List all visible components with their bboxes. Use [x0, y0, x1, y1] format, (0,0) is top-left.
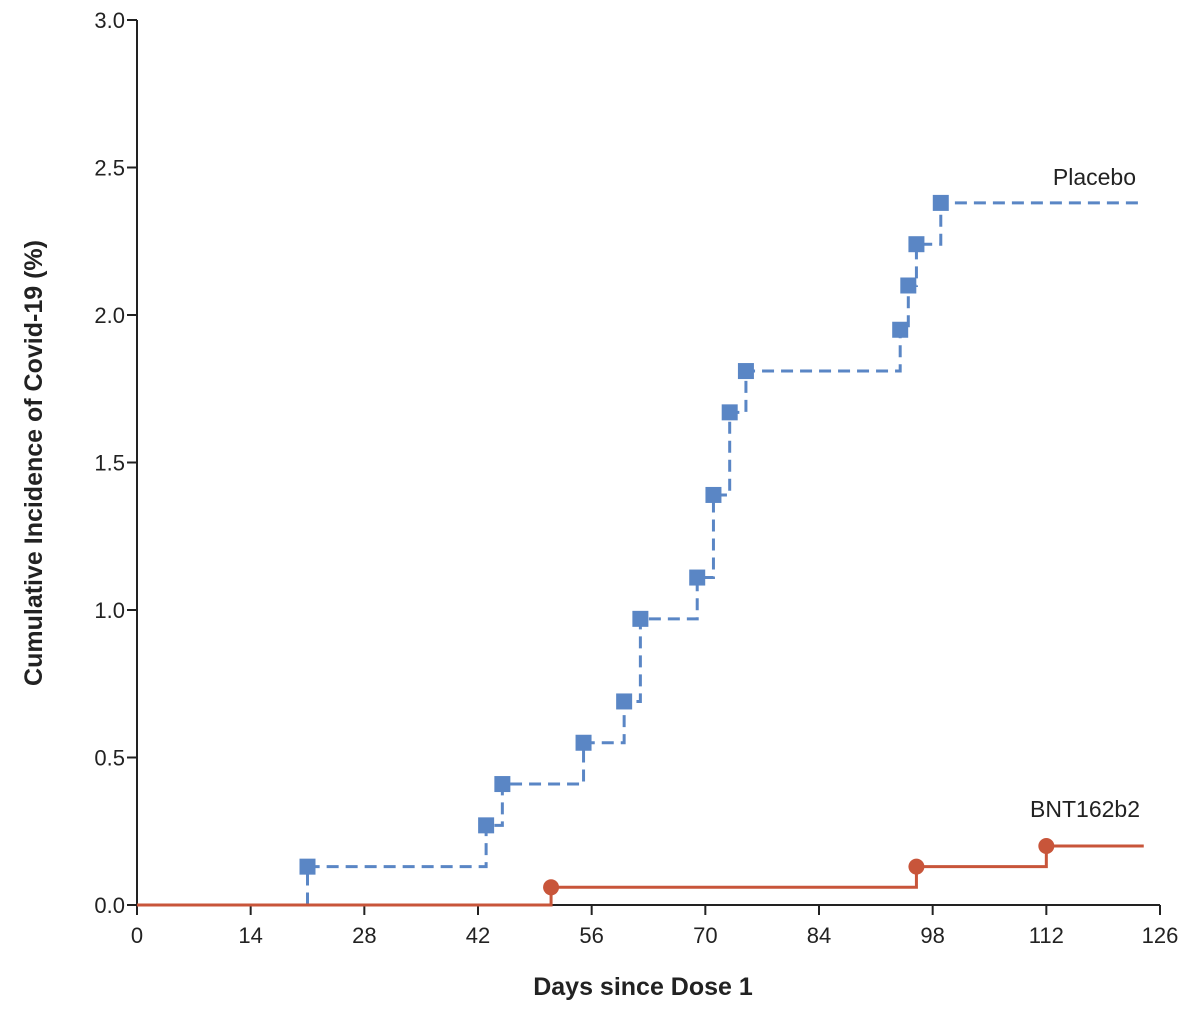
x-tick-label: 56	[579, 923, 603, 948]
y-tick-label: 1.0	[94, 598, 125, 623]
y-tick-label: 0.5	[94, 746, 125, 771]
x-tick-label: 0	[131, 923, 143, 948]
marker-placebo	[892, 321, 909, 338]
marker-bnt162b2	[1038, 838, 1055, 854]
marker-placebo	[632, 610, 649, 627]
marker-placebo	[616, 693, 633, 710]
y-tick-label: 1.5	[94, 451, 125, 476]
series-line-bnt162b2	[137, 844, 1144, 907]
x-axis-title: Days since Dose 1	[533, 973, 753, 1001]
marker-placebo	[689, 569, 706, 586]
marker-placebo	[299, 858, 316, 875]
y-axis-title: Cumulative Incidence of Covid-19 (%)	[20, 240, 48, 686]
marker-placebo	[494, 776, 511, 793]
x-tick-label: 42	[466, 923, 490, 948]
y-tick-label: 2.5	[94, 156, 125, 181]
series-label-placebo: Placebo	[1053, 164, 1136, 190]
axes	[136, 20, 1160, 906]
marker-placebo	[705, 486, 722, 503]
y-tick-label: 0.0	[94, 893, 125, 918]
x-tick-label: 126	[1142, 923, 1179, 948]
series-markers	[299, 194, 1055, 896]
marker-bnt162b2	[908, 858, 925, 875]
x-tick-label: 98	[920, 923, 944, 948]
series-label-bnt162b2: BNT162b2	[1030, 796, 1140, 822]
marker-placebo	[575, 734, 592, 751]
y-tick-label: 2.0	[94, 303, 125, 328]
marker-bnt162b2	[543, 879, 560, 896]
marker-placebo	[737, 363, 754, 380]
y-ticks: 0.0 0.5 1.0 1.5 2.0 2.5 3.0	[94, 8, 137, 918]
x-tick-label: 28	[352, 923, 376, 948]
x-tick-label: 112	[1029, 923, 1064, 948]
marker-placebo	[908, 236, 925, 253]
marker-placebo	[932, 194, 949, 211]
x-tick-label: 14	[238, 923, 262, 948]
series-line-placebo	[137, 201, 1144, 907]
marker-placebo	[721, 404, 738, 421]
y-tick-label: 3.0	[94, 8, 125, 33]
series-lines	[137, 201, 1144, 907]
marker-placebo	[900, 277, 917, 294]
x-tick-label: 70	[693, 923, 717, 948]
x-ticks: 0 14 28 42 56 70 84 98 112 126	[131, 905, 1178, 948]
marker-placebo	[478, 817, 495, 834]
x-tick-label: 84	[807, 923, 831, 948]
